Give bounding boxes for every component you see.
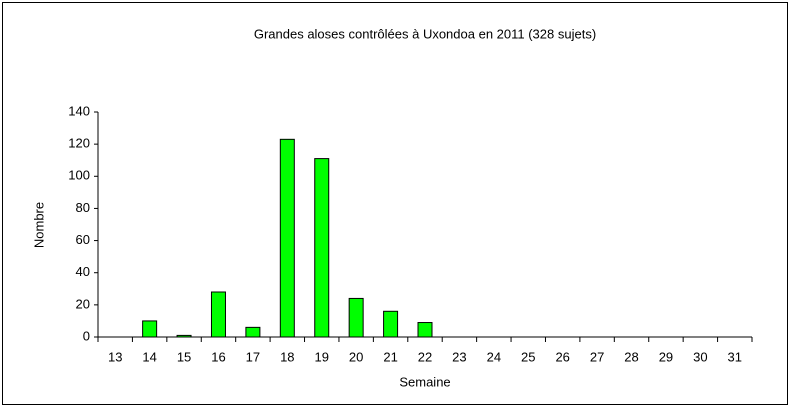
x-tick-label: 19 xyxy=(315,349,329,364)
x-tick-label: 22 xyxy=(418,349,432,364)
x-tick-label: 26 xyxy=(555,349,569,364)
bar xyxy=(348,297,364,338)
x-tick-label: 28 xyxy=(624,349,638,364)
y-tick-label: 60 xyxy=(76,232,90,247)
x-tick-label: 16 xyxy=(211,349,225,364)
y-axis-title: Nombre xyxy=(31,202,46,248)
y-tick-label: 0 xyxy=(83,328,90,343)
x-axis-title: Semaine xyxy=(399,374,450,389)
x-tick-label: 14 xyxy=(142,349,156,364)
x-tick-label: 23 xyxy=(452,349,466,364)
x-tick-label: 25 xyxy=(521,349,535,364)
chart-border xyxy=(2,2,788,405)
x-tick-label: 15 xyxy=(177,349,191,364)
x-tick-label: 29 xyxy=(659,349,673,364)
y-tick-label: 80 xyxy=(76,200,90,215)
y-tick-label: 140 xyxy=(68,103,90,118)
chart-title: Grandes aloses contrôlées à Uxondoa en 2… xyxy=(254,26,596,41)
bar xyxy=(279,138,295,338)
bar xyxy=(142,320,158,338)
x-tick-label: 24 xyxy=(487,349,501,364)
bar xyxy=(417,322,433,338)
x-tick-label: 13 xyxy=(108,349,122,364)
bar xyxy=(210,291,226,338)
x-tick-label: 31 xyxy=(728,349,742,364)
y-tick-label: 100 xyxy=(68,168,90,183)
x-tick-label: 27 xyxy=(590,349,604,364)
bar xyxy=(176,334,192,338)
y-tick-label: 40 xyxy=(76,264,90,279)
y-tick-label: 20 xyxy=(76,296,90,311)
x-tick-label: 18 xyxy=(280,349,294,364)
x-tick-label: 20 xyxy=(349,349,363,364)
x-tick-label: 30 xyxy=(693,349,707,364)
bar xyxy=(383,310,399,338)
bar xyxy=(245,326,261,338)
x-tick-label: 17 xyxy=(246,349,260,364)
y-tick-label: 120 xyxy=(68,136,90,151)
bar xyxy=(314,158,330,338)
x-tick-label: 21 xyxy=(383,349,397,364)
